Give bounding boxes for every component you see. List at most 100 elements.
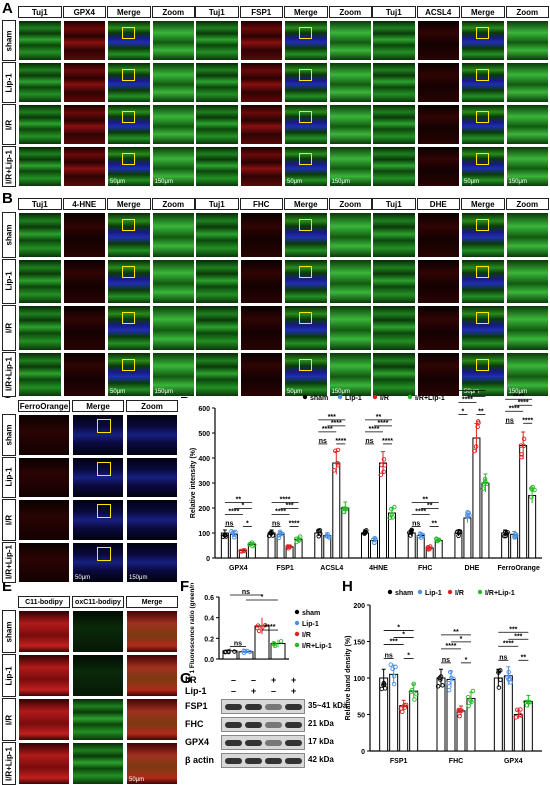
data-point [379,462,384,468]
data-point [446,687,452,693]
significance-mark: **** [331,420,342,427]
significance-mark: **** [522,417,533,424]
significance-mark: ns [499,654,507,661]
blot-band [285,722,302,728]
data-point [389,506,394,512]
treatment-sign: – [271,686,277,696]
data-point [517,712,523,717]
row-label: sham [2,414,16,456]
data-point [378,472,384,478]
micrograph-cell [372,62,416,103]
column-header: GPX4 [62,6,106,18]
micrograph-cell [62,351,106,397]
micrograph-cell [72,456,124,498]
zoom-region-box [122,27,135,39]
y-tick-label: 600 [198,406,210,413]
y-axis-label: Relative intensity (%) [190,448,197,518]
data-point [280,531,286,537]
data-point [327,535,332,540]
micrograph-cell [18,414,70,456]
blot-band [265,758,282,764]
micrograph-cell [372,104,416,145]
data-point [260,625,265,630]
data-point [470,688,476,694]
data-point [503,529,508,535]
legend-marker [294,620,300,626]
bar [523,700,533,752]
treatment-sign: – [251,675,257,685]
data-point [232,649,237,654]
column-header: Zoom [126,400,178,412]
micrograph-cell [416,146,460,187]
data-point [398,706,404,711]
y-tick-label: 0.6 [204,595,214,602]
zoom-region-box [97,546,111,561]
data-point [521,436,527,442]
significance-mark: ns [412,521,420,528]
legend-label: I/R [380,395,389,402]
column-header: Merge [461,6,505,18]
micrograph-cell [284,62,328,103]
significance-mark: **** [378,420,389,427]
data-point [277,529,283,535]
data-point [518,443,524,448]
data-point [451,676,456,682]
panel-label-a: A [2,0,13,17]
data-point [420,532,426,538]
significance-mark: **** [446,643,457,650]
micrograph-cell [62,212,106,258]
data-point [456,708,462,714]
column-header: Tuj1 [195,198,239,210]
micrograph-cell [461,258,505,304]
data-point [469,699,474,705]
legend-marker [477,589,483,595]
micrograph-cell [284,305,328,351]
legend-label: I/R+Lip-1 [415,395,445,402]
data-point [387,515,392,521]
treatment-label: Lip-1 [185,686,207,696]
column-header: Merge [107,198,151,210]
scale-bar-label: 150μm [331,389,350,395]
micrograph-cell [416,212,460,258]
data-point [440,683,445,688]
micrograph-cell [151,258,195,304]
column-header: Merge [461,198,505,210]
data-point [391,673,397,679]
significance-mark: * [397,625,400,632]
significance-mark: * [407,653,410,660]
row-label-text: I/R [4,714,14,725]
scale-bar-label: 150μm [508,389,527,395]
bar [528,495,537,559]
micrograph-cell [126,499,178,541]
bar [416,535,425,559]
blot-band [245,758,262,764]
band-size: 35~41 kDa [308,701,348,710]
row-label: sham [2,20,16,61]
band-name: FHC [185,719,204,729]
data-point [230,530,236,535]
significance-mark: ns [442,657,450,664]
column-header: 4-HNE [62,198,106,210]
micrograph-cell [72,742,124,785]
zoom-region-box [299,69,312,81]
data-point [518,707,523,712]
data-point [276,535,282,541]
data-point [245,648,250,654]
data-point [438,677,443,682]
bar [436,677,446,752]
zoom-region-box [122,265,135,278]
significance-mark: ns [242,589,250,596]
column-header: ACSL4 [416,6,460,18]
significance-mark: ns [272,521,280,528]
micrograph-cell [195,20,239,61]
micrograph-cell [126,698,178,741]
scale-bar-label: 50μm [287,389,303,395]
significance-mark: *** [509,626,517,633]
micrograph-cell [126,654,178,697]
y-tick-label: 0.2 [204,636,214,643]
row-label: Lip-1 [2,456,16,498]
micrograph-cell [72,414,124,456]
chart-d: 0 100 200 300 400 500 600 Relative intensity (%… [190,388,542,572]
micrograph-cell [239,351,283,397]
data-point [457,529,463,534]
